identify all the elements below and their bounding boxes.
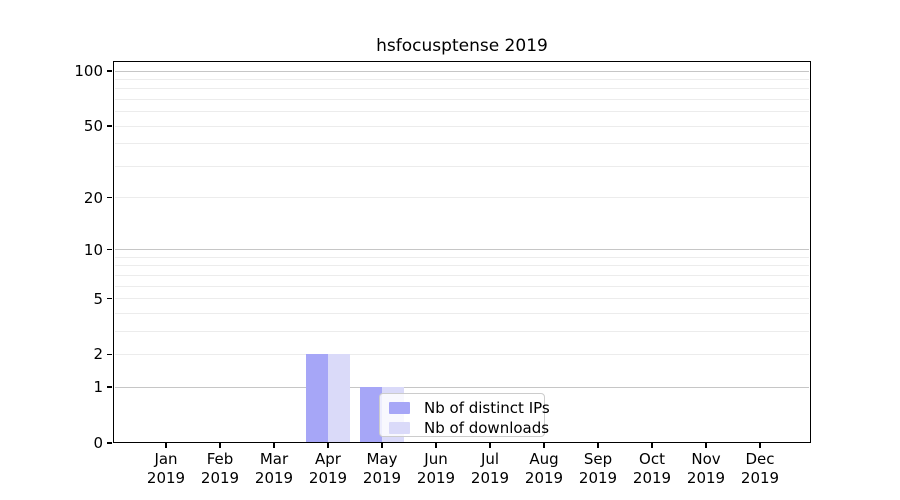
x-tick <box>381 443 383 448</box>
x-tick <box>489 443 491 448</box>
x-tick <box>435 443 437 448</box>
y-gridline-minor <box>115 88 809 90</box>
y-gridline-minor <box>115 165 809 167</box>
y-tick <box>107 353 112 356</box>
x-tick <box>165 443 167 448</box>
legend-swatch-distinct-ips <box>389 401 410 414</box>
y-gridline-minor <box>115 98 809 100</box>
y-gridline-minor <box>115 285 809 287</box>
x-tick <box>219 443 221 448</box>
y-gridline-minor <box>115 274 809 276</box>
y-tick <box>107 297 112 300</box>
y-gridline-minor <box>115 143 809 145</box>
y-gridline-minor <box>115 330 809 332</box>
y-tick-label: 2 <box>93 345 103 364</box>
y-gridline-major <box>115 386 809 388</box>
y-gridline-minor <box>115 353 809 355</box>
legend-item-downloads: Nb of downloads <box>389 419 549 437</box>
x-tick-label: Aug 2019 <box>524 450 564 487</box>
y-tick-label: 100 <box>74 62 103 80</box>
x-tick-label: Jan 2019 <box>146 450 186 487</box>
legend-label-distinct-ips: Nb of distinct IPs <box>424 398 550 417</box>
x-tick <box>273 443 275 448</box>
x-tick-label: Sep 2019 <box>578 450 618 487</box>
y-tick <box>107 196 112 199</box>
y-tick-label: 10 <box>83 240 103 259</box>
y-tick-label: 5 <box>93 289 103 308</box>
x-tick <box>543 443 545 448</box>
x-tick-label: Apr 2019 <box>308 450 348 487</box>
y-tick <box>107 70 112 72</box>
y-gridline-minor <box>115 111 809 113</box>
x-tick-label: Dec 2019 <box>740 450 780 487</box>
legend-label-downloads: Nb of downloads <box>424 418 550 437</box>
x-tick <box>759 443 761 448</box>
x-tick-label: Oct 2019 <box>632 450 672 487</box>
y-gridline-minor <box>115 78 809 80</box>
legend-swatch-downloads <box>389 421 410 434</box>
y-tick-label: 1 <box>93 378 103 397</box>
y-gridline-major <box>115 249 809 251</box>
y-tick-label: 20 <box>83 188 103 207</box>
y-gridline-minor <box>115 298 809 300</box>
x-tick-label: Mar 2019 <box>254 450 294 487</box>
x-tick-label: Jul 2019 <box>470 450 510 487</box>
y-gridline-minor <box>115 197 809 199</box>
x-tick <box>705 443 707 448</box>
legend: Nb of distinct IPs Nb of downloads <box>379 393 550 437</box>
y-gridline-minor <box>115 265 809 267</box>
y-gridline-minor <box>115 125 809 127</box>
x-tick <box>327 443 329 448</box>
x-tick-label: Nov 2019 <box>686 450 726 487</box>
x-tick-label: Feb 2019 <box>200 450 240 487</box>
x-tick-label: May 2019 <box>362 450 402 487</box>
x-tick <box>597 443 599 448</box>
y-tick <box>107 125 112 127</box>
x-tick-label: Jun 2019 <box>416 450 456 487</box>
bar-may-distinct-ips <box>360 387 382 442</box>
bar-apr-distinct-ips <box>306 354 328 442</box>
y-gridline-major <box>115 70 809 72</box>
y-tick-label: 50 <box>83 117 103 136</box>
legend-item-distinct-ips: Nb of distinct IPs <box>389 399 550 417</box>
y-gridline-minor <box>115 256 809 258</box>
y-tick <box>107 248 112 251</box>
x-tick <box>651 443 653 448</box>
y-tick <box>107 386 112 388</box>
y-gridline-minor <box>115 312 809 314</box>
y-tick <box>107 442 112 444</box>
chart-title: hsfocusptense 2019 <box>376 36 548 56</box>
bar-apr-downloads <box>328 354 350 442</box>
y-tick-label: 0 <box>93 434 103 452</box>
